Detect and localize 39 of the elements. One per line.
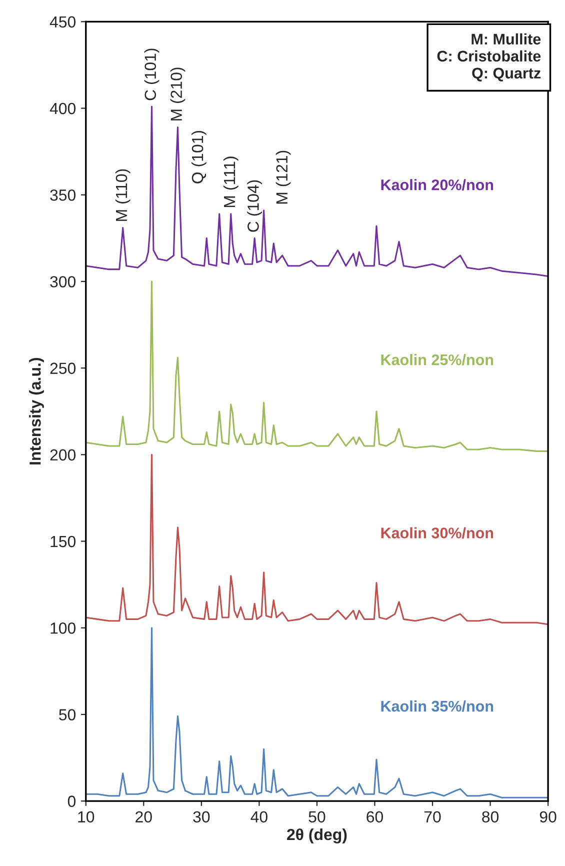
text: Kaolin 35%/non: [381, 700, 494, 712]
annotation: Q (101): [191, 130, 206, 184]
x-tick-label: 20: [136, 811, 152, 823]
y-axis-title: Intensity (a.u.): [29, 358, 44, 464]
annotation: M (111): [223, 156, 238, 208]
x-tick-label: 50: [308, 811, 326, 823]
line-series: [86, 627, 548, 798]
annotation: C: Cristobalite: [437, 50, 541, 62]
y-tick-label: 150: [50, 536, 76, 548]
y-tick-label: 300: [50, 276, 76, 288]
text: Kaolin 25%/non: [381, 354, 494, 366]
x-tick-label: 30: [193, 811, 210, 823]
y-tick-label: 50: [59, 709, 76, 720]
annotation: C (101): [144, 48, 160, 100]
x-tick-label: 70: [424, 811, 441, 823]
annotation: M (210): [170, 68, 186, 120]
x-tick-label: 90: [540, 811, 556, 823]
x-axis-title: 2θ (deg): [287, 828, 347, 844]
annotation: C (104): [247, 180, 262, 232]
annotation: M: Mullite: [472, 33, 541, 45]
x-tick-label: 60: [366, 811, 383, 823]
y-tick-label: 350: [50, 189, 76, 201]
annotation: Q: Quartz: [472, 68, 541, 82]
line-series: [86, 280, 548, 452]
text: Kaolin 20%/non: [381, 179, 494, 190]
text: Kaolin 30%/non: [381, 527, 494, 539]
annotation: M (110): [115, 169, 130, 221]
y-tick-label: 0: [68, 796, 76, 807]
line-series: [86, 454, 548, 626]
x-tick-label: 80: [482, 811, 499, 823]
annotation: M (121): [276, 150, 291, 204]
line-series: [86, 106, 548, 278]
y-tick-label: 100: [50, 622, 76, 634]
y-tick-label: 250: [50, 362, 76, 374]
y-tick-label: 400: [50, 102, 76, 114]
y-tick-label: 450: [50, 16, 76, 28]
x-tick-label: 40: [250, 811, 268, 823]
y-tick-label: 200: [50, 449, 76, 461]
x-tick-label: 10: [78, 811, 94, 823]
